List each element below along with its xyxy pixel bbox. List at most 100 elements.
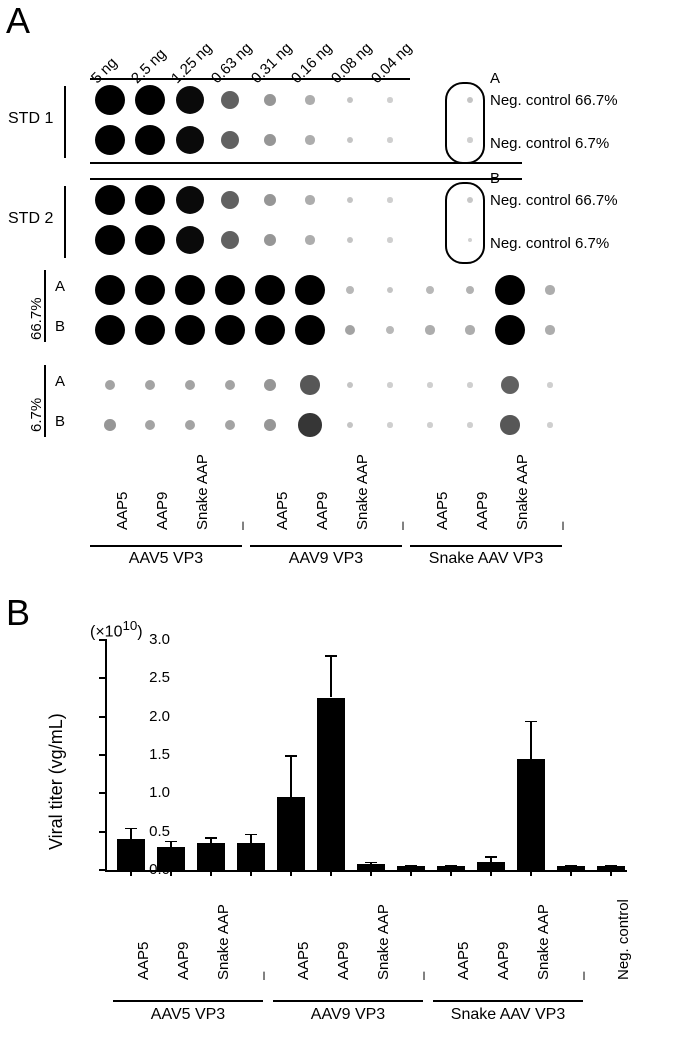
dot-cell <box>450 270 490 310</box>
dot <box>347 137 354 144</box>
dot-cell <box>130 365 170 405</box>
dot <box>264 134 276 146</box>
groupB-label-3: Snake AAV VP3 <box>433 1006 583 1024</box>
dot <box>425 325 434 334</box>
groupA-label-2: AAV9 VP3 <box>250 550 402 568</box>
groupA-label-1: AAV5 VP3 <box>90 550 242 568</box>
panelA-xcat: AAP9 <box>314 492 331 530</box>
dot <box>387 137 392 142</box>
dot-cell <box>450 120 490 160</box>
dot <box>386 326 394 334</box>
ab-667-a: A <box>55 278 65 295</box>
groupB-line-3 <box>433 1000 583 1002</box>
dot <box>305 235 314 244</box>
dot-row <box>90 310 570 350</box>
dot-cell <box>290 180 330 220</box>
dot-cell <box>170 405 210 445</box>
ab-67-b: B <box>55 413 65 430</box>
dot <box>305 135 314 144</box>
ab-67-a: A <box>55 373 65 390</box>
dot-cell <box>330 405 370 445</box>
bar <box>317 698 345 871</box>
dot-cell <box>250 310 290 350</box>
dot-cell <box>370 365 410 405</box>
dot <box>467 137 472 142</box>
dot-cell <box>90 80 130 120</box>
dot <box>135 275 165 305</box>
dot-cell <box>330 220 370 260</box>
dot-cell <box>210 365 250 405</box>
dot <box>347 382 354 389</box>
dot-cell <box>290 80 330 120</box>
ytick-label: 1.5 <box>130 746 170 763</box>
dot <box>346 286 354 294</box>
y-axis-title: Viral titer (vg/mL) <box>46 713 67 850</box>
dot-cell <box>370 405 410 445</box>
dot-cell <box>210 310 250 350</box>
dot <box>225 380 236 391</box>
bar <box>197 843 225 870</box>
dot <box>427 382 432 387</box>
panelA-xcat: AAP5 <box>114 492 131 530</box>
dot-cell <box>450 365 490 405</box>
bar <box>237 843 265 870</box>
dot-cell <box>290 220 330 260</box>
dot-cell <box>450 80 490 120</box>
dot-cell <box>170 220 210 260</box>
dot-row <box>90 270 570 310</box>
panelA-xcat: AAP5 <box>274 492 291 530</box>
vrule-667 <box>44 270 46 342</box>
dot-cell <box>90 310 130 350</box>
dot-cell <box>290 310 330 350</box>
dot <box>467 97 474 104</box>
dot <box>176 86 205 115</box>
panelB-xcat: AAP9 <box>175 942 192 980</box>
dot-cell <box>490 365 530 405</box>
dot <box>95 275 125 305</box>
dot-cell <box>370 220 410 260</box>
dot <box>175 275 205 305</box>
dot <box>255 315 285 345</box>
dot <box>387 197 392 202</box>
panelB-xcat: – <box>575 972 592 980</box>
dot <box>95 225 125 255</box>
dot-cell <box>330 310 370 350</box>
dot <box>264 194 276 206</box>
dot-cell <box>90 220 130 260</box>
dot <box>135 125 165 155</box>
groupA-label-3: Snake AAV VP3 <box>410 550 562 568</box>
dot <box>185 420 196 431</box>
dot-cell <box>250 220 290 260</box>
dot <box>387 287 394 294</box>
panelB-xcat: AAP9 <box>495 942 512 980</box>
dot <box>347 237 354 244</box>
dot-cell <box>290 405 330 445</box>
dot-cell <box>290 120 330 160</box>
dot <box>501 376 519 394</box>
dot <box>135 185 165 215</box>
dot <box>345 325 356 336</box>
ytick-label: 2.0 <box>130 708 170 725</box>
dot <box>347 422 354 429</box>
dot <box>176 186 205 215</box>
dot <box>347 197 354 204</box>
dot-cell <box>250 365 290 405</box>
dot <box>387 97 392 102</box>
vrule-std2 <box>64 186 66 258</box>
dot <box>215 275 245 305</box>
panelB-xcat: AAP5 <box>455 942 472 980</box>
dot <box>264 94 276 106</box>
dot-cell <box>170 310 210 350</box>
dot-cell <box>490 310 530 350</box>
dot-cell <box>330 365 370 405</box>
panelA-xcat: – <box>554 522 571 530</box>
dot-cell <box>250 180 290 220</box>
dot-cell <box>370 310 410 350</box>
groupB-line-1 <box>113 1000 263 1002</box>
rowlabel-std2: STD 2 <box>8 210 53 228</box>
panelB-xcat: AAP5 <box>135 942 152 980</box>
ab-667-b: B <box>55 318 65 335</box>
ytick-label: 0.5 <box>130 823 170 840</box>
dot-row <box>90 180 570 220</box>
dot <box>295 315 325 345</box>
